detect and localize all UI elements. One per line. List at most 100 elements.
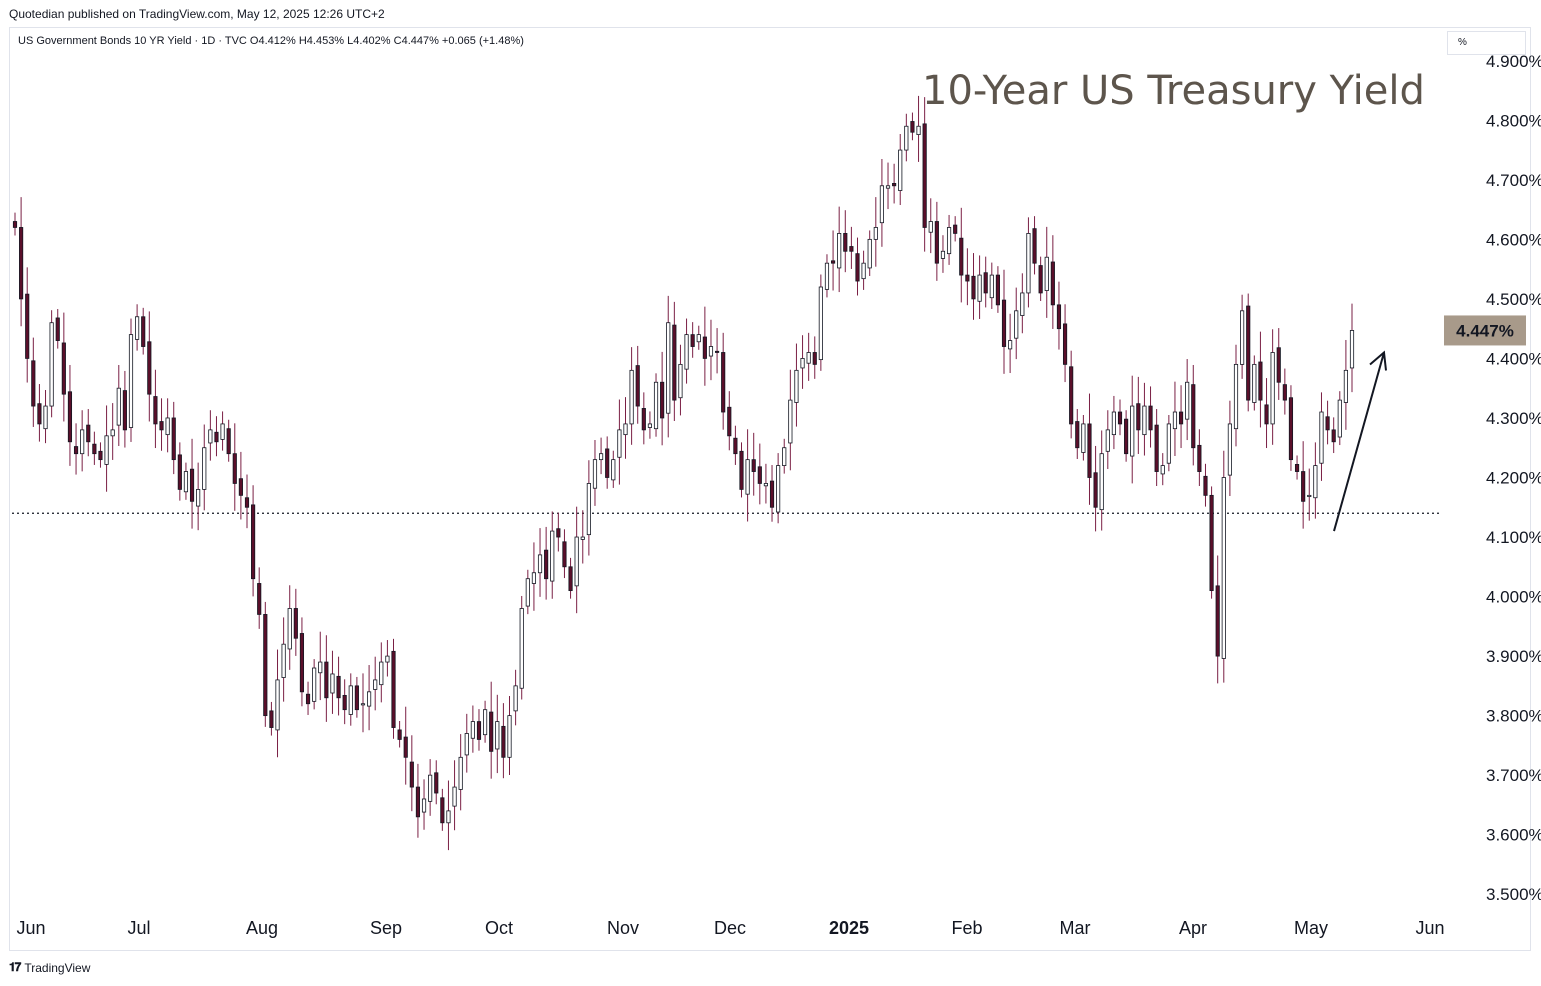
candle-up <box>873 227 878 240</box>
candle-down <box>293 608 298 639</box>
candle-up <box>1160 465 1165 475</box>
candle-up <box>1142 405 1147 436</box>
candle-down <box>1062 323 1068 365</box>
candle-down <box>672 324 677 401</box>
candle-up <box>623 423 628 436</box>
last-price-badge <box>1444 315 1526 346</box>
candle-down <box>1331 429 1336 443</box>
x-tick-label: Mar <box>1060 918 1091 938</box>
candle-up <box>550 530 555 582</box>
candle-up <box>580 536 585 540</box>
candle-down <box>849 246 854 252</box>
candle-down <box>415 786 421 818</box>
candle-down <box>244 497 250 508</box>
candle-down <box>1075 421 1080 449</box>
candle-down <box>251 504 256 580</box>
candle-up <box>599 453 604 461</box>
candle-up <box>1130 405 1135 457</box>
candle-up <box>1185 381 1190 420</box>
candle-down <box>1191 384 1196 449</box>
candle-up <box>1337 399 1342 438</box>
candle-up <box>1270 352 1275 425</box>
candle-up <box>837 233 842 269</box>
candle-up <box>446 810 451 824</box>
candle-up <box>940 250 946 259</box>
candle-down <box>757 466 762 484</box>
x-tick-label: Dec <box>714 918 746 938</box>
candle-down <box>855 253 860 282</box>
y-tick-label: 3.600% <box>1486 826 1541 845</box>
candle-up <box>782 447 787 466</box>
symbol-legend[interactable]: US Government Bonds 10 YR Yield · 1D · T… <box>18 35 524 47</box>
candle-down <box>1301 471 1306 502</box>
candle-up <box>867 238 872 269</box>
x-tick-label: Jul <box>127 918 150 938</box>
footer-brand: TradingView <box>24 960 91 975</box>
y-tick-label: 4.100% <box>1486 528 1541 547</box>
candle-up <box>110 429 115 437</box>
candle-up <box>1099 453 1104 511</box>
candle-down <box>324 661 329 699</box>
candle-down <box>1032 228 1037 264</box>
candle-down <box>226 428 231 455</box>
candle-down <box>635 365 640 407</box>
candle-down <box>922 123 927 228</box>
candle-down <box>843 233 848 252</box>
candle-up <box>183 471 189 493</box>
candle-down <box>501 725 506 758</box>
candle-up <box>592 459 598 489</box>
candle-up <box>531 572 537 584</box>
candle-down <box>409 761 414 788</box>
candle-up <box>537 554 543 574</box>
candle-down <box>440 797 445 824</box>
candle-up <box>763 483 768 487</box>
candle-down <box>25 293 30 359</box>
candle-up <box>684 334 689 370</box>
tradingview-logo-icon: 𝟏𝟕 <box>9 960 21 974</box>
candle-up <box>1166 423 1171 464</box>
footer[interactable]: 𝟏𝟕 TradingView <box>9 960 90 975</box>
candle-down <box>714 350 720 353</box>
candle-down <box>830 260 836 264</box>
candle-up <box>483 709 488 736</box>
candle-down <box>171 417 176 461</box>
candle-up <box>348 685 353 715</box>
candle-down <box>153 396 158 425</box>
y-tick-label: 4.900% <box>1486 52 1541 71</box>
y-tick-label: 4.500% <box>1486 290 1541 309</box>
y-tick-label: 4.200% <box>1486 469 1541 488</box>
candle-up <box>1227 423 1232 476</box>
candle-down <box>55 317 60 341</box>
candle-down <box>1282 384 1287 401</box>
candle-up <box>989 274 994 299</box>
candle-up <box>611 459 616 481</box>
candle-down <box>934 221 939 264</box>
candle-up <box>330 673 335 694</box>
candle-down <box>257 583 262 615</box>
candle-up <box>586 483 591 536</box>
x-tick-label: Sep <box>370 918 402 938</box>
candle-up <box>977 274 982 302</box>
candle-down <box>1325 416 1330 431</box>
candle-down <box>92 443 97 455</box>
candle-up <box>574 536 579 587</box>
x-tick-label: Nov <box>607 918 639 938</box>
candle-down <box>562 541 567 568</box>
candle-down <box>1050 261 1055 306</box>
unit-selector[interactable]: % <box>1447 31 1526 55</box>
y-tick-label: 3.500% <box>1486 885 1541 904</box>
candle-down <box>1117 411 1123 425</box>
candle-down <box>67 391 73 443</box>
candle-down <box>434 772 439 794</box>
arrow-annotation <box>1333 352 1385 532</box>
candle-up <box>1307 494 1312 497</box>
candle-up <box>525 578 530 607</box>
candle-down <box>1124 418 1129 455</box>
candle-up <box>666 322 671 414</box>
candle-up <box>696 334 701 343</box>
candle-down <box>1215 585 1220 657</box>
candle-up <box>287 608 292 650</box>
candle-up <box>617 429 622 458</box>
candle-up <box>708 346 714 357</box>
